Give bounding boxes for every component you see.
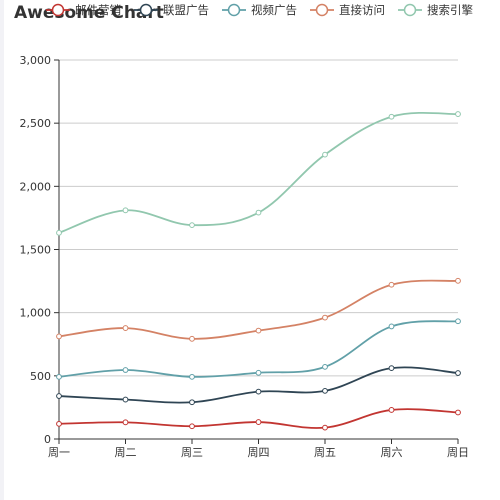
legend-label: 直接访问	[339, 3, 385, 17]
data-point	[122, 419, 129, 426]
data-point	[56, 229, 62, 236]
x-tick-label: 周六	[381, 446, 403, 459]
data-point	[255, 419, 262, 425]
data-point	[189, 399, 195, 406]
legend-marker	[51, 3, 65, 17]
data-point	[322, 424, 328, 431]
x-tick-label: 周四	[248, 446, 270, 459]
data-point	[322, 387, 328, 394]
data-point	[189, 373, 195, 380]
data-point	[322, 363, 328, 370]
legend-label: 搜索引擎	[427, 3, 473, 17]
x-tick-label: 周五	[314, 446, 336, 459]
chart-title: Awesome Chart	[14, 3, 164, 23]
legend-marker	[227, 3, 241, 17]
legend-item[interactable]: 视频广告	[222, 3, 297, 17]
data-point	[455, 370, 461, 376]
data-point	[455, 111, 461, 117]
data-point	[56, 420, 62, 427]
data-point	[455, 277, 461, 284]
data-point	[388, 113, 395, 120]
x-tick-label: 周二	[115, 446, 137, 459]
y-tick-label: 2,500	[20, 117, 52, 130]
y-tick-label: 3,000	[20, 54, 52, 67]
data-point	[255, 327, 262, 334]
data-point	[322, 151, 328, 158]
data-point	[122, 396, 129, 403]
data-point	[322, 314, 328, 321]
y-tick-label: 2,000	[20, 180, 52, 193]
legend-label: 视频广告	[251, 3, 297, 17]
legend-item[interactable]: 搜索引擎	[398, 3, 473, 17]
legend-marker	[403, 3, 417, 17]
data-point	[388, 365, 395, 372]
data-point	[189, 222, 195, 229]
y-tick-label: 0	[44, 433, 51, 446]
data-point	[388, 407, 395, 413]
x-tick-label: 周一	[48, 446, 70, 459]
series-lines	[56, 111, 461, 431]
data-point	[56, 393, 62, 399]
series-line	[58, 408, 459, 429]
data-point	[56, 333, 62, 340]
x-tick-label: 周日	[447, 446, 469, 459]
legend-item[interactable]: 直接访问	[310, 3, 385, 17]
data-point	[122, 207, 129, 214]
y-tick-label: 1,000	[20, 307, 52, 320]
data-point	[255, 209, 262, 216]
legend-marker	[315, 3, 329, 17]
data-point	[255, 369, 262, 376]
data-point	[189, 423, 195, 430]
data-point	[56, 373, 62, 380]
legend-label: 邮件营销	[75, 3, 121, 17]
y-tick-label: 500	[30, 370, 51, 383]
legend: 邮件营销 联盟广告 视频广告 直接访问 搜索引擎	[46, 3, 473, 17]
data-point	[388, 281, 395, 288]
legend-label: 联盟广告	[163, 3, 209, 17]
data-point	[122, 325, 129, 331]
legend-marker	[139, 3, 153, 17]
legend-item[interactable]: 联盟广告	[134, 3, 209, 17]
legend-item[interactable]: 邮件营销	[46, 3, 121, 17]
data-point	[455, 318, 461, 325]
grid-lines	[59, 59, 458, 377]
y-tick-label: 1,500	[20, 244, 52, 257]
x-tick-label: 周三	[181, 446, 203, 459]
data-point	[255, 388, 262, 395]
data-point	[122, 367, 129, 373]
left-edge-strip	[0, 0, 4, 500]
data-point	[189, 335, 195, 342]
data-point	[388, 323, 395, 330]
data-point	[455, 409, 461, 416]
